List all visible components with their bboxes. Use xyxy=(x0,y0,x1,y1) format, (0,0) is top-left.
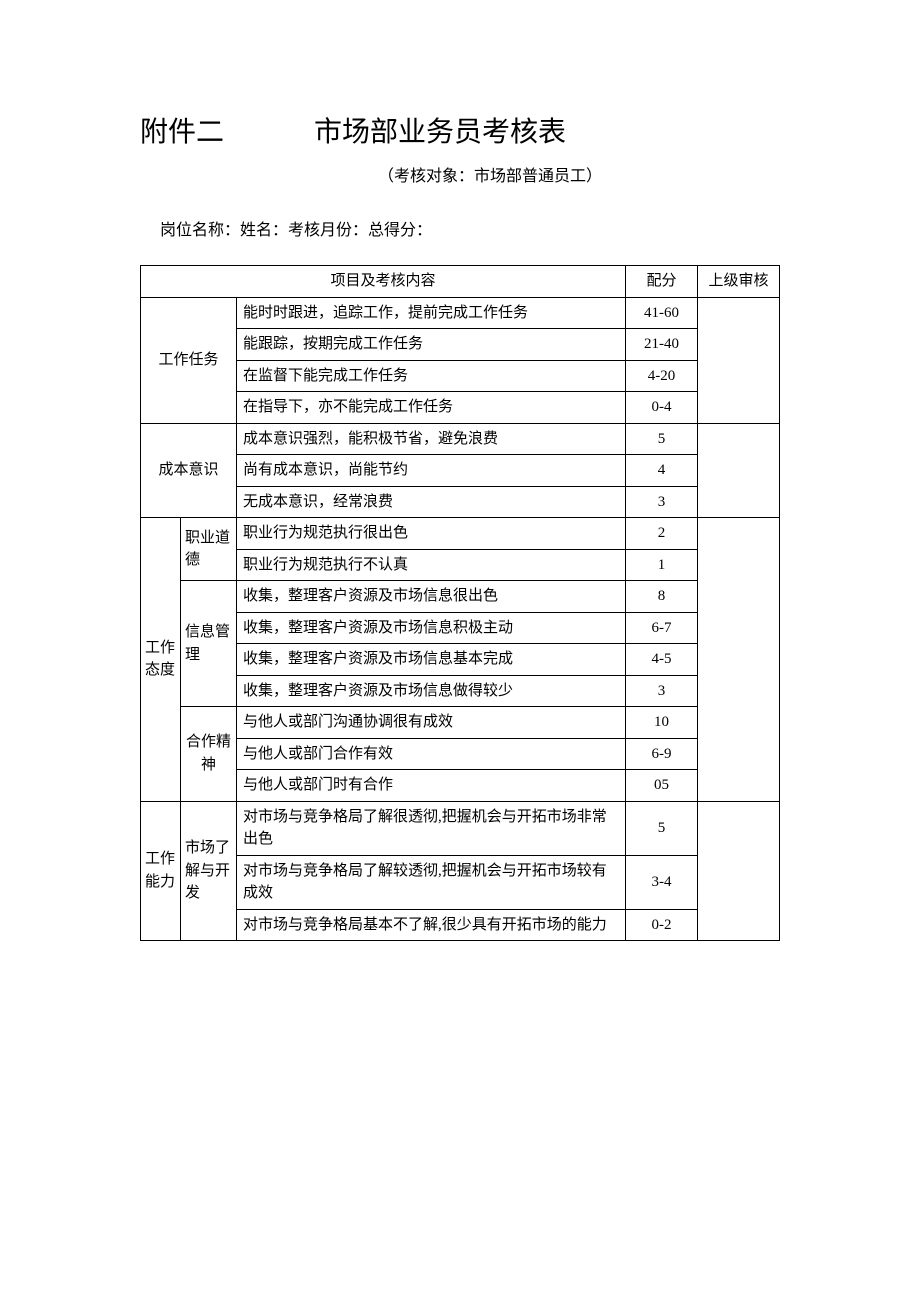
table-row: 职业行为规范执行不认真 1 xyxy=(141,549,780,581)
score-cell: 8 xyxy=(626,581,698,613)
table-row: 收集，整理客户资源及市场信息做得较少 3 xyxy=(141,675,780,707)
table-row: 与他人或部门合作有效 6-9 xyxy=(141,738,780,770)
table-row: 与他人或部门时有合作 05 xyxy=(141,770,780,802)
attachment-label: 附件二 xyxy=(140,110,224,150)
score-cell: 3 xyxy=(626,486,698,518)
table-row: 尚有成本意识，尚能节约 4 xyxy=(141,455,780,487)
content-cell: 收集，整理客户资源及市场信息很出色 xyxy=(237,581,626,613)
document-header: 附件二 市场部业务员考核表 xyxy=(140,110,780,150)
score-cell: 5 xyxy=(626,801,698,855)
score-cell: 4-5 xyxy=(626,644,698,676)
subtitle: （考核对象：市场部普通员工） xyxy=(140,162,780,186)
score-cell: 4 xyxy=(626,455,698,487)
table-row: 信息管理 收集，整理客户资源及市场信息很出色 8 xyxy=(141,581,780,613)
score-cell: 3-4 xyxy=(626,855,698,909)
table-row: 成本意识 成本意识强烈，能积极节省，避免浪费 5 xyxy=(141,423,780,455)
content-cell: 在指导下，亦不能完成工作任务 xyxy=(237,392,626,424)
audit-cell xyxy=(698,297,780,423)
content-cell: 职业行为规范执行很出色 xyxy=(237,518,626,550)
category-work-task: 工作任务 xyxy=(141,297,237,423)
subcategory-market-dev: 市场了解与开发 xyxy=(181,801,237,941)
score-cell: 41-60 xyxy=(626,297,698,329)
table-row: 收集，整理客户资源及市场信息基本完成 4-5 xyxy=(141,644,780,676)
table-row: 在指导下，亦不能完成工作任务 0-4 xyxy=(141,392,780,424)
table-row: 工作能力 市场了解与开发 对市场与竞争格局了解很透彻,把握机会与开拓市场非常出色… xyxy=(141,801,780,855)
content-cell: 对市场与竞争格局了解很透彻,把握机会与开拓市场非常出色 xyxy=(237,801,626,855)
content-cell: 职业行为规范执行不认真 xyxy=(237,549,626,581)
score-cell: 6-9 xyxy=(626,738,698,770)
table-row: 收集，整理客户资源及市场信息积极主动 6-7 xyxy=(141,612,780,644)
audit-cell xyxy=(698,423,780,518)
table-header-row: 项目及考核内容 配分 上级审核 xyxy=(141,266,780,298)
header-audit: 上级审核 xyxy=(698,266,780,298)
score-cell: 1 xyxy=(626,549,698,581)
table-row: 对市场与竞争格局基本不了解,很少具有开拓市场的能力 0-2 xyxy=(141,909,780,941)
subcategory-cooperation: 合作精神 xyxy=(181,707,237,802)
content-cell: 对市场与竞争格局基本不了解,很少具有开拓市场的能力 xyxy=(237,909,626,941)
score-cell: 0-2 xyxy=(626,909,698,941)
subcategory-info-mgmt: 信息管理 xyxy=(181,581,237,707)
table-row: 无成本意识，经常浪费 3 xyxy=(141,486,780,518)
score-cell: 2 xyxy=(626,518,698,550)
content-cell: 与他人或部门沟通协调很有成效 xyxy=(237,707,626,739)
header-score: 配分 xyxy=(626,266,698,298)
form-info-line: 岗位名称：姓名：考核月份：总得分： xyxy=(140,216,780,240)
content-cell: 尚有成本意识，尚能节约 xyxy=(237,455,626,487)
score-cell: 5 xyxy=(626,423,698,455)
table-row: 合作精神 与他人或部门沟通协调很有成效 10 xyxy=(141,707,780,739)
score-cell: 6-7 xyxy=(626,612,698,644)
main-title: 市场部业务员考核表 xyxy=(314,110,566,150)
content-cell: 与他人或部门时有合作 xyxy=(237,770,626,802)
table-row: 对市场与竞争格局了解较透彻,把握机会与开拓市场较有成效 3-4 xyxy=(141,855,780,909)
category-work-attitude: 工作态度 xyxy=(141,518,181,802)
content-cell: 无成本意识，经常浪费 xyxy=(237,486,626,518)
score-cell: 21-40 xyxy=(626,329,698,361)
score-cell: 05 xyxy=(626,770,698,802)
assessment-table: 项目及考核内容 配分 上级审核 工作任务 能时时跟进，追踪工作，提前完成工作任务… xyxy=(140,265,780,941)
content-cell: 收集，整理客户资源及市场信息积极主动 xyxy=(237,612,626,644)
score-cell: 3 xyxy=(626,675,698,707)
content-cell: 成本意识强烈，能积极节省，避免浪费 xyxy=(237,423,626,455)
content-cell: 收集，整理客户资源及市场信息做得较少 xyxy=(237,675,626,707)
content-cell: 能时时跟进，追踪工作，提前完成工作任务 xyxy=(237,297,626,329)
table-row: 在监督下能完成工作任务 4-20 xyxy=(141,360,780,392)
content-cell: 与他人或部门合作有效 xyxy=(237,738,626,770)
content-cell: 能跟踪，按期完成工作任务 xyxy=(237,329,626,361)
score-cell: 0-4 xyxy=(626,392,698,424)
audit-cell xyxy=(698,518,780,802)
content-cell: 收集，整理客户资源及市场信息基本完成 xyxy=(237,644,626,676)
score-cell: 4-20 xyxy=(626,360,698,392)
category-cost-awareness: 成本意识 xyxy=(141,423,237,518)
header-content: 项目及考核内容 xyxy=(141,266,626,298)
content-cell: 对市场与竞争格局了解较透彻,把握机会与开拓市场较有成效 xyxy=(237,855,626,909)
subcategory-ethics: 职业道德 xyxy=(181,518,237,581)
audit-cell xyxy=(698,801,780,941)
score-cell: 10 xyxy=(626,707,698,739)
table-row: 能跟踪，按期完成工作任务 21-40 xyxy=(141,329,780,361)
table-row: 工作态度 职业道德 职业行为规范执行很出色 2 xyxy=(141,518,780,550)
category-work-ability: 工作能力 xyxy=(141,801,181,941)
table-row: 工作任务 能时时跟进，追踪工作，提前完成工作任务 41-60 xyxy=(141,297,780,329)
content-cell: 在监督下能完成工作任务 xyxy=(237,360,626,392)
